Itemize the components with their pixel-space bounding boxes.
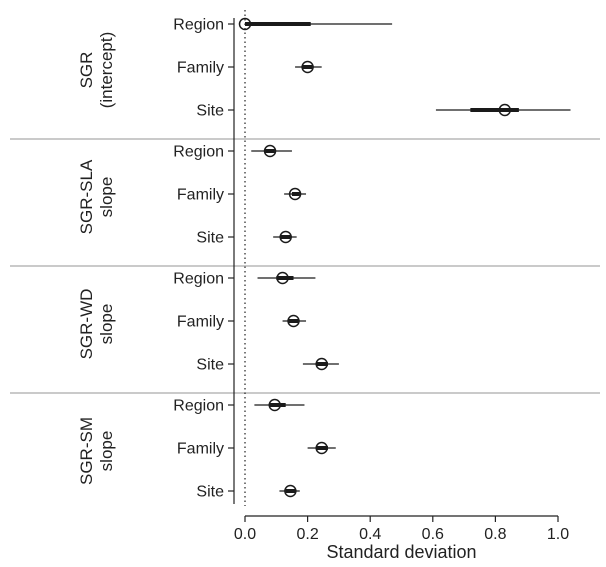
row-label: Family — [177, 314, 224, 331]
group-separators — [10, 138, 600, 394]
row-label: Site — [196, 357, 224, 374]
row-label: Region — [173, 271, 224, 288]
row-label: Region — [173, 144, 224, 161]
mean-marker — [263, 144, 277, 158]
row-label: Family — [177, 187, 224, 204]
group-label-line: slope — [97, 177, 116, 218]
x-tick-label: 1.0 — [547, 526, 569, 543]
mean-marker — [268, 398, 281, 412]
row-label: Site — [196, 103, 224, 120]
group-label-line: slope — [97, 304, 116, 345]
mean-marker — [301, 60, 314, 74]
group-labels: SGR(intercept)SGR-SLAslopeSGR-WDslopeSGR… — [77, 32, 116, 485]
group-label-line: SGR-SLA — [77, 159, 96, 234]
mean-marker — [284, 484, 297, 498]
row-labels: Region Family Site Region Family Site Region Fa… — [173, 17, 224, 501]
x-axis: 0.0 0.2 0.4 0.6 0.8 1.0 — [234, 515, 569, 543]
row-label: Region — [173, 17, 224, 34]
mean-marker — [498, 103, 512, 117]
mean-marker — [315, 441, 328, 455]
group-label-line: slope — [97, 431, 116, 472]
row-label: Family — [177, 60, 224, 77]
y-axis — [228, 18, 235, 504]
mean-marker — [238, 17, 252, 31]
x-tick-label: 0.0 — [234, 526, 256, 543]
group-label: SGR-WDslope — [77, 289, 116, 360]
interval-marks — [238, 17, 571, 498]
x-tick-label: 0.2 — [296, 526, 318, 543]
mean-marker — [287, 314, 300, 328]
group-label-line: (intercept) — [97, 32, 116, 109]
group-label: SGR-SLAslope — [77, 159, 116, 234]
group-label-line: SGR-SM — [77, 417, 96, 485]
row-label: Site — [196, 230, 224, 247]
group-label-line: SGR — [77, 52, 96, 89]
x-tick-label: 0.6 — [422, 526, 444, 543]
mean-marker — [279, 230, 292, 244]
row-label: Site — [196, 484, 224, 501]
x-tick-label: 0.4 — [359, 526, 381, 543]
group-label: SGR(intercept) — [77, 32, 116, 109]
group-label: SGR-SMslope — [77, 417, 116, 485]
group-label-line: SGR-WD — [77, 289, 96, 360]
mean-marker — [315, 357, 328, 371]
row-label: Family — [177, 441, 224, 458]
x-tick-label: 0.8 — [484, 526, 506, 543]
x-axis-title: Standard deviation — [326, 542, 476, 562]
row-label: Region — [173, 398, 224, 415]
mean-marker — [276, 271, 289, 285]
mean-marker — [288, 187, 302, 201]
